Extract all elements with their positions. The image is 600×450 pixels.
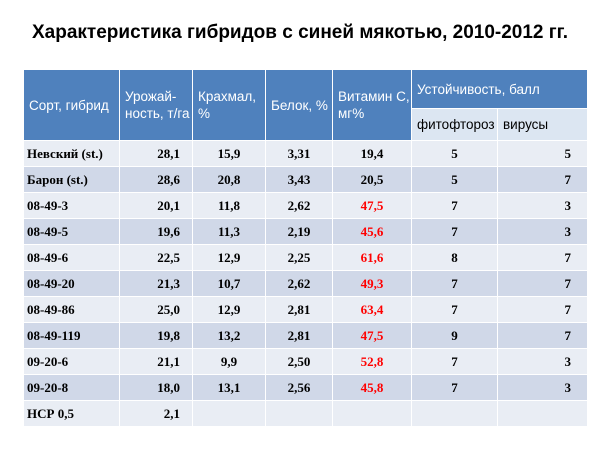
cell-protein: 2,62 <box>265 270 333 297</box>
cell-vitamin <box>332 400 412 427</box>
cell-starch: 12,9 <box>192 296 266 323</box>
table-row: 08-49-6 22,5 12,9 2,25 61,6 8 7 <box>23 244 589 271</box>
cell-viruses: 3 <box>496 192 589 219</box>
cell-protein: 2,81 <box>265 296 333 323</box>
cell-starch: 15,9 <box>192 140 266 167</box>
cell-phytophthora: 7 <box>411 218 498 245</box>
cell-protein <box>265 400 333 427</box>
cell-viruses: 5 <box>496 140 589 167</box>
cell-variety: НСР 0,5 <box>23 400 120 427</box>
cell-vitamin: 20,5 <box>332 166 412 193</box>
cell-yield: 21,1 <box>119 348 193 375</box>
cell-phytophthora <box>411 400 498 427</box>
cell-viruses: 3 <box>496 374 589 401</box>
cell-phytophthora: 7 <box>411 296 498 323</box>
cell-phytophthora: 7 <box>411 192 498 219</box>
cell-vitamin: 52,8 <box>332 348 412 375</box>
table-row: Невский (st.) 28,1 15,9 3,31 19,4 5 5 <box>23 140 589 167</box>
cell-yield: 2,1 <box>119 400 193 427</box>
cell-yield: 19,8 <box>119 322 193 349</box>
table-row: 08-49-5 19,6 11,3 2,19 45,6 7 3 <box>23 218 589 245</box>
cell-viruses: 3 <box>496 218 589 245</box>
cell-yield: 28,6 <box>119 166 193 193</box>
cell-vitamin: 47,5 <box>332 322 412 349</box>
cell-starch: 13,2 <box>192 322 266 349</box>
cell-variety: 08-49-20 <box>23 270 120 297</box>
cell-starch: 13,1 <box>192 374 266 401</box>
cell-yield: 28,1 <box>119 140 193 167</box>
cell-protein: 2,50 <box>265 348 333 375</box>
cell-starch: 20,8 <box>192 166 266 193</box>
cell-vitamin: 19,4 <box>332 140 412 167</box>
cell-vitamin: 61,6 <box>332 244 412 271</box>
table-row: 09-20-8 18,0 13,1 2,56 45,8 7 3 <box>23 374 589 401</box>
cell-yield: 18,0 <box>119 374 193 401</box>
cell-vitamin: 45,6 <box>332 218 412 245</box>
table-row: 08-49-20 21,3 10,7 2,62 49,3 7 7 <box>23 270 589 297</box>
cell-yield: 20,1 <box>119 192 193 219</box>
cell-vitamin: 47,5 <box>332 192 412 219</box>
header-viruses: вирусы <box>496 108 589 141</box>
cell-variety: 09-20-8 <box>23 374 120 401</box>
table-body: Невский (st.) 28,1 15,9 3,31 19,4 5 5 Барон (st… <box>23 140 589 427</box>
cell-variety: 09-20-6 <box>23 348 120 375</box>
table-row: НСР 0,5 2,1 <box>23 400 589 427</box>
cell-protein: 2,25 <box>265 244 333 271</box>
cell-phytophthora: 7 <box>411 270 498 297</box>
cell-starch: 10,7 <box>192 270 266 297</box>
cell-viruses: 7 <box>496 166 589 193</box>
cell-viruses: 7 <box>496 244 589 271</box>
header-yield: Урожай-ность, т/га <box>119 69 193 141</box>
cell-vitamin: 45,8 <box>332 374 412 401</box>
cell-variety: Невский (st.) <box>23 140 120 167</box>
cell-protein: 3,31 <box>265 140 333 167</box>
hybrids-table: Сорт, гибрид Урожай-ность, т/га Крахмал,… <box>23 69 589 427</box>
cell-phytophthora: 7 <box>411 374 498 401</box>
cell-variety: 08-49-5 <box>23 218 120 245</box>
cell-starch: 11,8 <box>192 192 266 219</box>
header-vitamin: Витамин С, мг% <box>332 69 412 141</box>
page-title: Характеристика гибридов с синей мякотью,… <box>32 22 568 43</box>
cell-phytophthora: 5 <box>411 166 498 193</box>
table-row: 08-49-3 20,1 11,8 2,62 47,5 7 3 <box>23 192 589 219</box>
cell-protein: 2,56 <box>265 374 333 401</box>
cell-starch <box>192 400 266 427</box>
table-row: 08-49-119 19,8 13,2 2,81 47,5 9 7 <box>23 322 589 349</box>
cell-viruses: 7 <box>496 322 589 349</box>
cell-vitamin: 63,4 <box>332 296 412 323</box>
cell-phytophthora: 7 <box>411 348 498 375</box>
cell-protein: 3,43 <box>265 166 333 193</box>
cell-viruses: 3 <box>496 348 589 375</box>
header-protein: Белок, % <box>265 69 333 141</box>
cell-vitamin: 49,3 <box>332 270 412 297</box>
cell-starch: 12,9 <box>192 244 266 271</box>
cell-phytophthora: 8 <box>411 244 498 271</box>
cell-protein: 2,81 <box>265 322 333 349</box>
cell-viruses: 7 <box>496 296 589 323</box>
cell-yield: 21,3 <box>119 270 193 297</box>
header-resistance: Устойчивость, балл <box>410 69 589 109</box>
cell-starch: 11,3 <box>192 218 266 245</box>
table-row: 08-49-86 25,0 12,9 2,81 63,4 7 7 <box>23 296 589 323</box>
cell-viruses <box>496 400 589 427</box>
cell-protein: 2,62 <box>265 192 333 219</box>
cell-phytophthora: 9 <box>411 322 498 349</box>
cell-starch: 9,9 <box>192 348 266 375</box>
cell-variety: 08-49-6 <box>23 244 120 271</box>
cell-viruses: 7 <box>496 270 589 297</box>
cell-variety: Барон (st.) <box>23 166 120 193</box>
cell-protein: 2,19 <box>265 218 333 245</box>
cell-yield: 22,5 <box>119 244 193 271</box>
table-row: 09-20-6 21,1 9,9 2,50 52,8 7 3 <box>23 348 589 375</box>
header-variety: Сорт, гибрид <box>23 69 120 141</box>
header-starch: Крахмал, % <box>192 69 266 141</box>
table-row: Барон (st.) 28,6 20,8 3,43 20,5 5 7 <box>23 166 589 193</box>
cell-variety: 08-49-3 <box>23 192 120 219</box>
cell-phytophthora: 5 <box>411 140 498 167</box>
header-phytophthora: фитофтороз <box>411 108 498 141</box>
cell-yield: 19,6 <box>119 218 193 245</box>
cell-variety: 08-49-86 <box>23 296 120 323</box>
cell-variety: 08-49-119 <box>23 322 120 349</box>
cell-yield: 25,0 <box>119 296 193 323</box>
